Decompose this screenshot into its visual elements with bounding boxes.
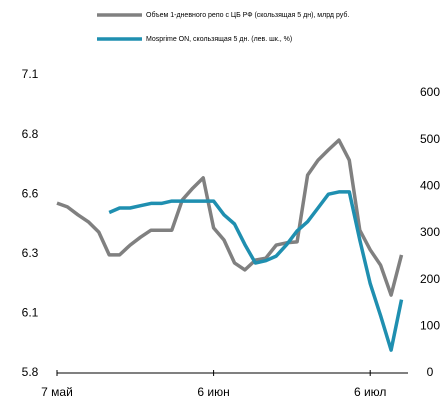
y-tick-label: 6.8 — [22, 127, 39, 141]
y2-tick-label: 600 — [420, 85, 440, 99]
x-tick-label: 6 июн — [197, 385, 229, 399]
y2-tick-label: 0 — [427, 365, 434, 379]
legend-label: Mosprime ON, скользящая 5 дн. (лев. шк.,… — [146, 36, 292, 43]
y2-tick-label: 200 — [420, 272, 440, 286]
y2-tick-label: 400 — [420, 179, 440, 193]
series-line — [108, 190, 404, 352]
legend-label: Объем 1-дневного репо с ЦБ РФ (скользяща… — [146, 11, 349, 19]
series-line — [56, 138, 404, 297]
y-tick-label: 5.8 — [22, 365, 39, 379]
x-tick-label: 6 июл — [354, 385, 386, 399]
x-tick-label: 7 май — [41, 385, 73, 399]
y-tick-label: 6.6 — [22, 186, 39, 200]
y-tick-label: 6.3 — [22, 246, 39, 260]
y-tick-label: 7.1 — [22, 67, 39, 81]
y2-tick-label: 100 — [420, 319, 440, 333]
y2-tick-label: 300 — [420, 225, 440, 239]
y-tick-label: 6.1 — [22, 306, 39, 320]
y2-tick-label: 500 — [420, 132, 440, 146]
